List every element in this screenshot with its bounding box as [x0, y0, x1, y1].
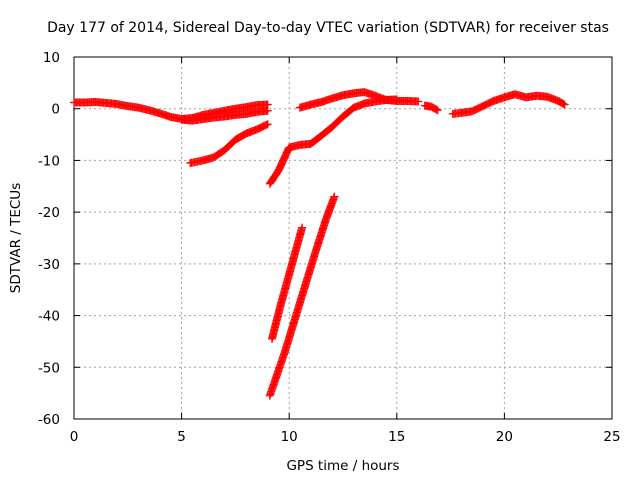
series-arc-2: [186, 120, 272, 168]
axis-ticks: [73, 56, 613, 420]
y-tick-label: -30: [38, 257, 60, 273]
x-tick-label: 5: [177, 429, 186, 445]
data-point: [414, 97, 423, 106]
x-tick-labels: 0 5 10 15 20 25: [70, 429, 621, 445]
data-point: [330, 192, 339, 201]
data-point: [433, 106, 442, 115]
x-tick-label: 0: [70, 429, 79, 445]
y-tick-labels: 10 0 -10 -20 -30 -40 -50 -60: [38, 50, 60, 428]
data-point: [298, 223, 307, 232]
y-tick-label: 0: [51, 102, 60, 118]
data-point: [263, 106, 272, 115]
x-tick-label: 15: [388, 429, 405, 445]
y-tick-label: -40: [38, 309, 60, 325]
series-arc-4: [295, 88, 423, 112]
y-tick-label: 10: [43, 50, 60, 66]
x-tick-label: 25: [603, 429, 620, 445]
data-point: [432, 105, 441, 114]
plot-frame: [73, 56, 613, 420]
data-point: [559, 99, 568, 108]
series-arc-1-lower: [177, 106, 272, 125]
y-tick-label: -50: [38, 360, 60, 376]
chart-title: Day 177 of 2014, Sidereal Day-to-day VTE…: [47, 20, 609, 36]
series-arc-3: [265, 95, 401, 188]
x-tick-label: 10: [281, 429, 298, 445]
y-tick-label: -60: [38, 412, 60, 428]
y-tick-label: -10: [38, 153, 60, 169]
y-axis-label: SDTVAR / TECUs: [8, 183, 24, 293]
series-arc-5: [420, 101, 442, 115]
y-tick-label: -20: [38, 205, 60, 221]
data-point: [263, 120, 272, 129]
grid-lines: [74, 57, 612, 419]
series-arc-6: [448, 90, 569, 118]
series-steep-2: [265, 192, 339, 400]
x-tick-label: 20: [496, 429, 513, 445]
data-marks: [70, 88, 569, 400]
data-point: [560, 100, 569, 109]
x-axis-label: GPS time / hours: [286, 458, 399, 474]
series-steep-1: [267, 223, 307, 343]
